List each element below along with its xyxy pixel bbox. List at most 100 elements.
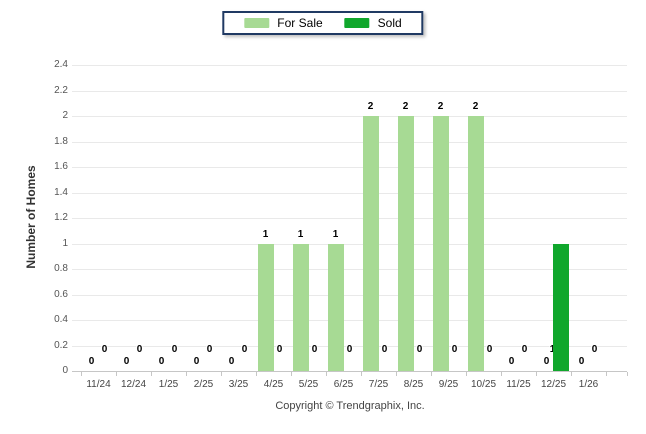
for-sale-bar (362, 116, 379, 371)
y-tick-label: 0 (62, 365, 68, 376)
bar-value-label: 0 (451, 344, 458, 355)
gridline (72, 90, 627, 92)
bar-value-label: 0 (521, 344, 528, 355)
bar-value-label: 0 (591, 344, 598, 355)
x-tick-label: 6/25 (333, 379, 354, 390)
y-tick-label: 1.6 (54, 161, 68, 172)
for-sale-bar (467, 116, 484, 371)
x-tick-mark (571, 372, 572, 376)
x-tick-label: 1/25 (158, 379, 179, 390)
x-tick-mark (627, 372, 628, 376)
x-tick-label: 8/25 (403, 379, 424, 390)
bar-value-label: 0 (123, 356, 130, 367)
x-tick-label: 11/25 (506, 379, 531, 390)
x-tick-label: 5/25 (298, 379, 319, 390)
gridline (72, 141, 627, 143)
y-tick-label: 1.4 (54, 186, 68, 198)
x-tick-mark (466, 372, 467, 376)
y-tick-label: 0.4 (54, 314, 68, 325)
bar-value-label: 0 (311, 344, 318, 355)
for-sale-bar (292, 243, 309, 371)
x-tick-label: 12/24 (120, 379, 147, 390)
bar-value-label: 0 (276, 344, 283, 355)
x-tick-mark (291, 372, 292, 376)
x-tick-label: 12/25 (540, 379, 567, 390)
gridline (72, 320, 627, 321)
bar-value-label: 1 (262, 228, 269, 240)
gridline (72, 192, 627, 194)
copyright-text: Copyright © Trendgraphix, Inc. (275, 400, 425, 412)
bar-value-label: 0 (228, 356, 235, 367)
x-tick-label: 11/24 (86, 379, 111, 390)
y-tick-label: 1 (62, 237, 68, 249)
gridline (72, 269, 627, 270)
y-tick-label: 0.8 (54, 263, 68, 274)
gridline (72, 294, 627, 296)
gridline (72, 345, 627, 347)
for-sale-swatch (244, 18, 270, 28)
bar-value-label: 0 (346, 344, 353, 355)
x-tick-label: 9/25 (438, 379, 459, 390)
x-tick-mark (256, 372, 257, 376)
for-sale-bar (432, 116, 449, 371)
y-tick-label: 1.2 (54, 212, 68, 223)
y-tick-label: 2 (62, 110, 68, 121)
x-tick-label: 4/25 (263, 379, 284, 390)
x-tick-mark (536, 372, 537, 376)
y-tick-label: 0.6 (54, 288, 68, 300)
bar-value-label: 2 (437, 101, 444, 112)
x-tick-mark (501, 372, 502, 376)
for-sale-bar (397, 116, 414, 371)
bar-value-label: 0 (158, 356, 165, 367)
x-tick-mark (81, 372, 82, 376)
y-tick-label: 1.8 (54, 135, 68, 147)
bar-value-label: 0 (543, 356, 550, 367)
bar-value-label: 0 (486, 344, 493, 355)
bar-value-label: 0 (101, 344, 108, 355)
x-tick-mark (396, 372, 397, 376)
x-axis-line (72, 371, 627, 372)
bar-value-label: 0 (416, 344, 423, 355)
y-tick-label: 2.4 (54, 59, 68, 70)
bar-value-label: 2 (472, 101, 479, 112)
x-tick-mark (116, 372, 117, 376)
x-tick-mark (606, 372, 607, 376)
bar-value-label: 2 (367, 101, 374, 112)
bar-value-label: 2 (402, 101, 409, 112)
bar-value-label: 1 (297, 228, 304, 240)
x-tick-mark (221, 372, 222, 376)
sold-bar (552, 243, 569, 371)
x-tick-mark (431, 372, 432, 376)
for-sale-bar (257, 243, 274, 371)
bar-value-label: 0 (136, 344, 143, 355)
gridline (72, 218, 627, 219)
legend-label-for-sale: For Sale (277, 16, 323, 30)
bar-value-label: 0 (206, 344, 213, 355)
x-tick-label: 3/25 (228, 379, 249, 390)
gridline (72, 243, 627, 245)
gridline (72, 65, 627, 66)
bar-value-label: 0 (578, 356, 585, 367)
y-tick-label: 0.2 (54, 339, 68, 351)
bar-value-label: 1 (332, 228, 339, 240)
sold-swatch (344, 18, 370, 28)
legend-label-sold: Sold (377, 16, 402, 30)
x-tick-mark (151, 372, 152, 376)
x-tick-mark (326, 372, 327, 376)
gridline (72, 167, 627, 168)
for-sale-bar (327, 243, 344, 371)
legend: For Sale Sold (222, 11, 424, 35)
bar-value-label: 0 (171, 344, 178, 355)
x-tick-label: 7/25 (368, 379, 389, 390)
bar-value-label: 0 (241, 344, 248, 355)
bar-value-label: 0 (88, 356, 95, 367)
bar-value-label: 0 (508, 356, 515, 367)
y-tick-label: 2.2 (54, 84, 68, 96)
x-tick-mark (186, 372, 187, 376)
bar-value-label: 0 (193, 356, 200, 367)
x-tick-mark (361, 372, 362, 376)
x-tick-label: 10/25 (470, 379, 497, 390)
x-tick-label: 1/26 (578, 379, 599, 390)
bar-value-label: 0 (381, 344, 388, 355)
